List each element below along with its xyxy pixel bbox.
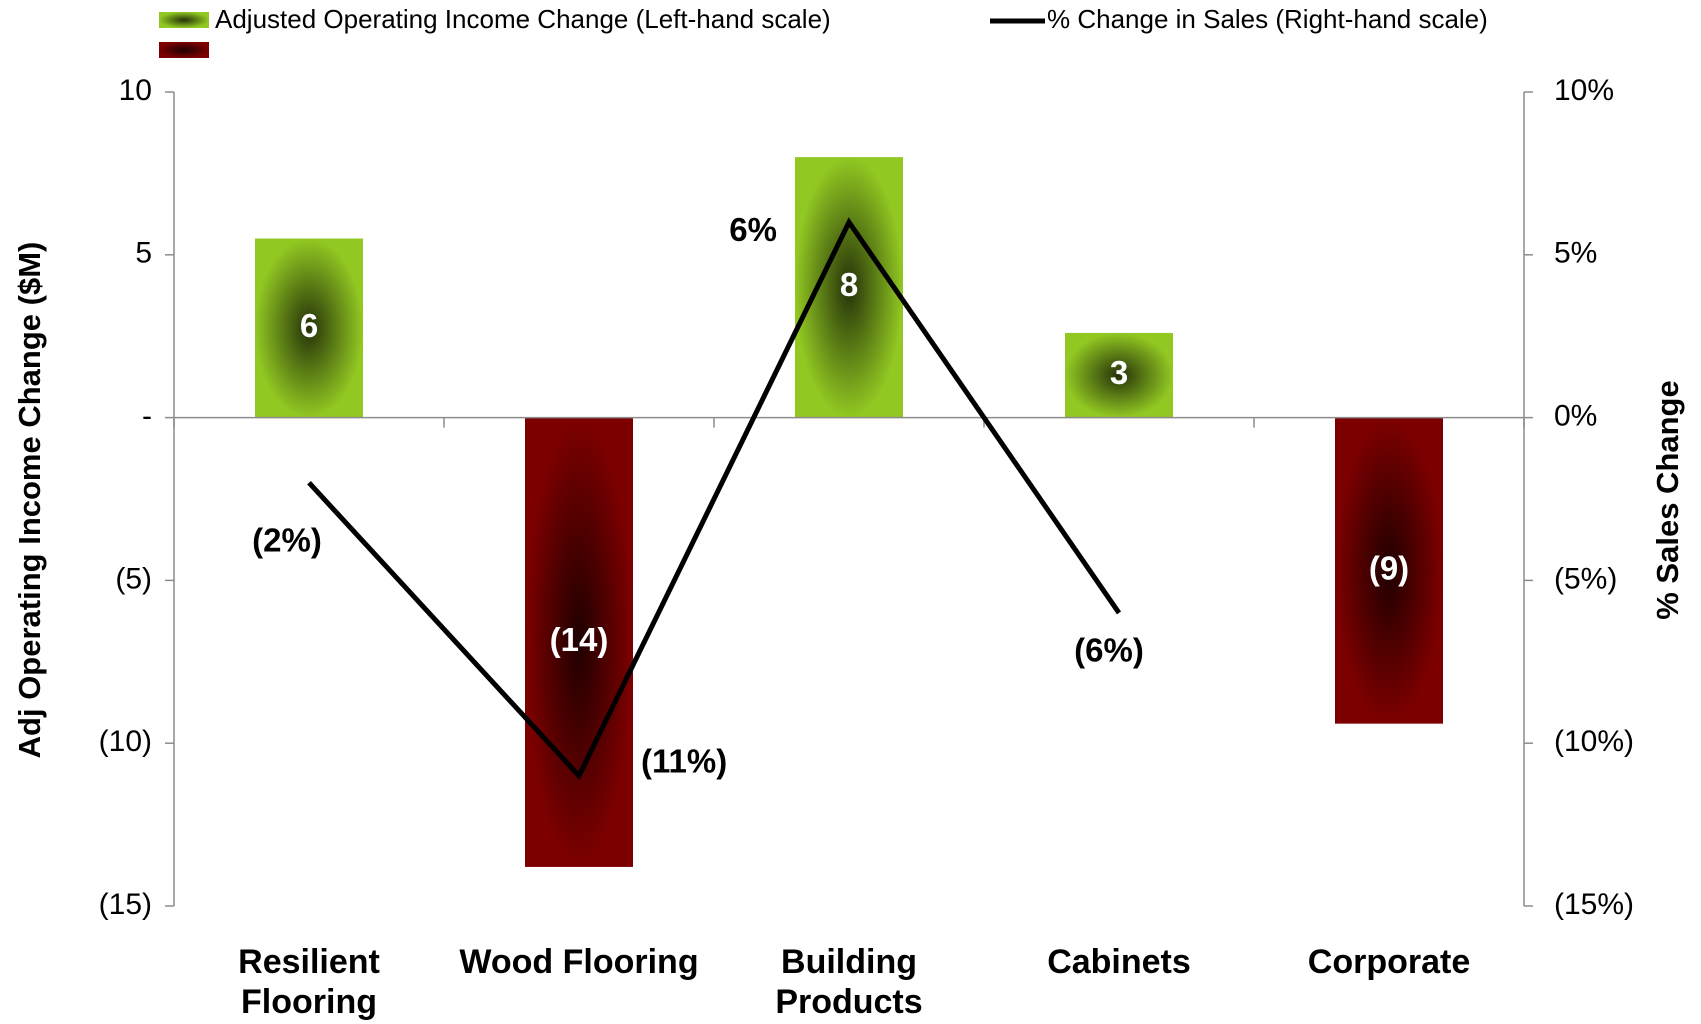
- legend-label: % Change in Sales (Right-hand scale): [1047, 4, 1488, 34]
- y-tick-label: (10): [99, 725, 152, 758]
- y-tick-label: 5: [135, 237, 152, 270]
- y2-tick-label: 0%: [1554, 400, 1597, 433]
- bar-shading: [1065, 332, 1173, 418]
- line-value-label: 6%: [729, 211, 777, 248]
- line-value-label: (2%): [252, 521, 322, 558]
- y2-axis-title: % Sales Change: [1650, 380, 1685, 619]
- y-tick-label: (15): [99, 888, 152, 921]
- x-tick-label: Building Products: [775, 943, 923, 1021]
- x-tick-label: Corporate: [1307, 943, 1471, 981]
- bar-value-label: (14): [550, 621, 609, 658]
- line: [307, 217, 1122, 781]
- y2-tick-label: 5%: [1554, 237, 1597, 270]
- y2-tick-label: (15%): [1554, 888, 1634, 921]
- bar-shading: [525, 417, 633, 867]
- y-tick-label: 10: [119, 74, 152, 107]
- legend-label: Adjusted Operating Income Change (Left-h…: [215, 4, 831, 34]
- x-tick-label: Cabinets: [1047, 943, 1191, 981]
- bar-value-label: 6: [300, 307, 318, 344]
- y-tick-label: (5): [115, 562, 152, 595]
- line-value-label: (11%): [641, 742, 727, 779]
- line-value-label: (6%): [1074, 632, 1144, 669]
- bar-shading: [1335, 417, 1443, 724]
- y-axis-title: Adj Operating Income Change ($M): [12, 242, 47, 759]
- bar-value-label: (9): [1369, 549, 1409, 586]
- x-tick-label: Wood Flooring: [459, 943, 699, 981]
- y2-tick-label: (5%): [1554, 562, 1617, 595]
- bar-shading: [795, 157, 903, 418]
- legend-swatch-shade: [159, 42, 209, 58]
- y-tick-label: -: [142, 400, 152, 433]
- bar-value-label: 8: [840, 266, 858, 303]
- legend-swatch-shade: [159, 12, 209, 28]
- y2-tick-label: 10%: [1554, 74, 1614, 107]
- y2-tick-label: (10%): [1554, 725, 1634, 758]
- bar-shading: [255, 238, 363, 418]
- x-tick-label: Resilient Flooring: [238, 943, 380, 1021]
- bar-value-label: 3: [1110, 354, 1128, 391]
